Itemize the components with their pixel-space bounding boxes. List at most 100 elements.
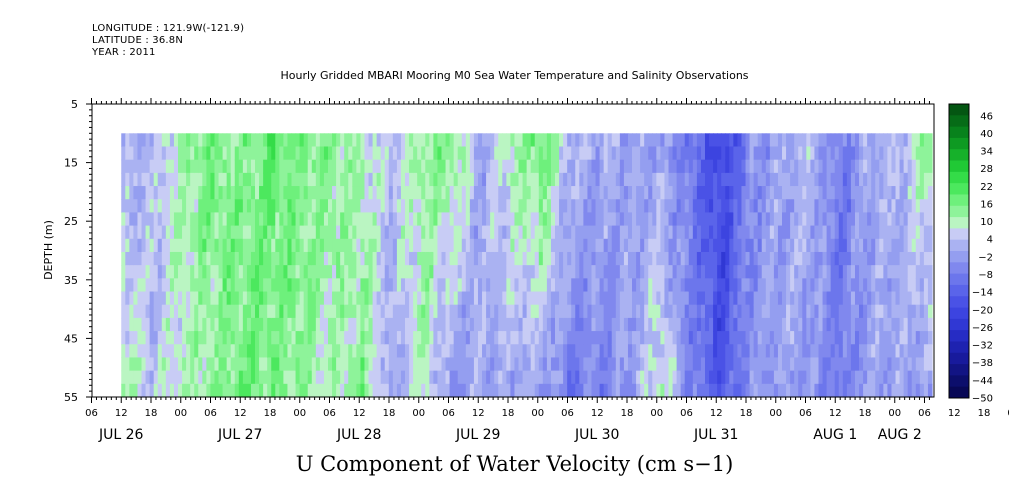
heatmap-cell	[623, 383, 629, 398]
heatmap-cell	[546, 331, 552, 345]
heatmap-cell	[571, 146, 576, 161]
heatmap-cell	[782, 265, 787, 279]
heatmap-cell	[255, 291, 260, 306]
heatmap-cell	[814, 238, 820, 253]
heatmap-cell	[149, 238, 155, 253]
heatmap-cell	[214, 186, 220, 200]
heatmap-cell	[149, 317, 155, 332]
heatmap-cell	[161, 278, 167, 293]
heatmap-cell	[879, 146, 884, 161]
heatmap-cell	[765, 317, 771, 332]
heatmap-cell	[737, 265, 743, 279]
heatmap-cell	[332, 159, 337, 174]
heatmap-cell	[627, 291, 633, 306]
heatmap-cell	[911, 317, 917, 332]
heatmap-cell	[919, 278, 925, 293]
heatmap-cell	[583, 159, 589, 174]
heatmap-cell	[425, 146, 430, 161]
heatmap-cell	[822, 278, 828, 293]
heatmap-cell	[457, 199, 463, 214]
heatmap-cell	[684, 317, 690, 332]
heatmap-cell	[198, 331, 203, 345]
heatmap-cell	[137, 212, 143, 227]
heatmap-cell	[867, 212, 872, 227]
heatmap-cell	[623, 357, 629, 372]
heatmap-cell	[676, 238, 682, 253]
heatmap-cell	[518, 383, 524, 398]
heatmap-cell	[575, 265, 580, 279]
heatmap-cell	[814, 133, 820, 148]
heatmap-cell	[437, 317, 443, 332]
heatmap-cell	[518, 212, 524, 227]
heatmap-cell	[579, 291, 584, 306]
heatmap-cell	[603, 172, 609, 187]
heatmap-cell	[214, 304, 220, 319]
heatmap-cell	[263, 238, 268, 253]
heatmap-cell	[640, 304, 645, 319]
heatmap-cell	[255, 317, 260, 332]
heatmap-cell	[400, 212, 406, 227]
heatmap-cell	[356, 159, 362, 174]
heatmap-cell	[506, 172, 512, 187]
heatmap-cell	[417, 383, 422, 398]
heatmap-cell	[526, 225, 532, 240]
heatmap-cell	[336, 146, 341, 161]
heatmap-cell	[863, 159, 868, 174]
heatmap-cell	[648, 238, 653, 253]
heatmap-cell	[445, 291, 451, 306]
heatmap-cell	[627, 265, 633, 279]
heatmap-cell	[133, 212, 139, 227]
heatmap-cell	[927, 251, 933, 266]
heatmap-cell	[546, 344, 552, 359]
heatmap-cell	[461, 331, 467, 345]
heatmap-cell	[409, 344, 414, 359]
heatmap-cell	[619, 159, 625, 174]
heatmap-cell	[376, 199, 382, 214]
heatmap-cell	[242, 278, 248, 293]
heatmap-cell	[563, 344, 568, 359]
heatmap-cell	[717, 304, 722, 319]
heatmap-cell	[307, 225, 313, 240]
heatmap-cell	[871, 225, 876, 240]
heatmap-cell	[798, 370, 803, 385]
heatmap-cell	[802, 133, 807, 148]
heatmap-cell	[534, 186, 540, 200]
heatmap-cell	[230, 317, 236, 332]
heatmap-cell	[494, 278, 499, 293]
heatmap-cell	[737, 133, 743, 148]
heatmap-cell	[388, 199, 394, 214]
heatmap-cell	[599, 251, 605, 266]
heatmap-cell	[421, 251, 426, 266]
heatmap-cell	[871, 238, 876, 253]
heatmap-cell	[502, 251, 507, 266]
heatmap-cell	[615, 146, 621, 161]
heatmap-cell	[567, 159, 572, 174]
heatmap-cell	[542, 317, 548, 332]
heatmap-cell	[786, 291, 791, 306]
heatmap-cell	[895, 212, 901, 227]
colorbar-label: −50	[972, 394, 993, 405]
heatmap-cell	[161, 199, 167, 214]
heatmap-cell	[161, 159, 167, 174]
heatmap-cell	[571, 172, 576, 187]
heatmap-cell	[765, 291, 771, 306]
heatmap-cell	[307, 238, 313, 253]
heatmap-cell	[891, 146, 897, 161]
heatmap-cell	[838, 186, 844, 200]
heatmap-cell	[733, 383, 739, 398]
heatmap-cell	[753, 265, 759, 279]
heatmap-cell	[250, 251, 256, 266]
heatmap-cell	[234, 317, 240, 332]
heatmap-cell	[250, 357, 256, 372]
heatmap-cell	[696, 186, 702, 200]
heatmap-cell	[218, 357, 224, 372]
heatmap-cell	[437, 133, 443, 148]
heatmap-cell	[660, 225, 666, 240]
heatmap-cell	[473, 278, 479, 293]
heatmap-cell	[854, 317, 860, 332]
heatmap-cell	[806, 357, 811, 372]
heatmap-cell	[863, 172, 868, 187]
heatmap-cell	[388, 186, 394, 200]
heatmap-cell	[421, 370, 426, 385]
heatmap-cell	[632, 357, 637, 372]
